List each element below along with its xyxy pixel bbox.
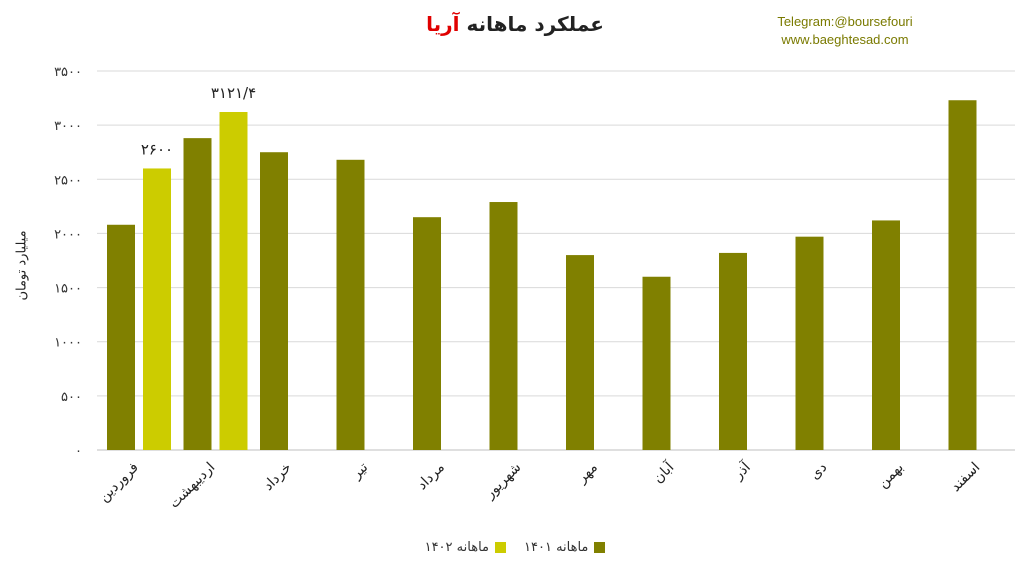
bar: [872, 220, 900, 450]
bar: [795, 236, 824, 450]
x-tick-label: مرداد: [414, 460, 448, 494]
x-tick-label: بهمن: [875, 460, 907, 492]
bar: [642, 276, 671, 450]
y-tick-label: ۰: [75, 444, 82, 459]
source-credits: Telegram:@boursefouri www.baeghtesad.com: [770, 13, 920, 49]
chart-title-main: عملکرد ماهانه: [466, 12, 604, 36]
legend-label-1401: ماهانه ۱۴۰۱: [524, 540, 589, 555]
bar: [948, 100, 977, 450]
x-tick-label: آذر: [729, 458, 754, 483]
data-label: ۳۱۲۱/۴: [211, 84, 256, 102]
legend: ماهانه ۱۴۰۱ ماهانه ۱۴۰۲: [0, 540, 1030, 555]
bar: [219, 111, 248, 450]
y-tick-label: ۲۵۰۰: [54, 173, 82, 188]
bar: [336, 159, 365, 450]
x-tick-label: مهر: [573, 460, 600, 487]
legend-label-1402: ماهانه ۱۴۰۲: [424, 540, 489, 555]
legend-item-1401: ماهانه ۱۴۰۱: [524, 540, 606, 555]
y-tick-label: ۳۵۰۰: [54, 65, 82, 80]
bar: [183, 138, 212, 450]
website-link: www.baeghtesad.com: [781, 32, 909, 47]
bar: [719, 252, 747, 450]
legend-swatch-1402: [495, 542, 506, 553]
chart-title: عملکرد ماهانه آریا: [0, 12, 1030, 36]
telegram-handle: Telegram:@boursefouri: [777, 14, 913, 29]
y-tick-label: ۱۰۰۰: [54, 336, 82, 351]
legend-item-1402: ماهانه ۱۴۰۲: [425, 540, 506, 555]
y-tick-label: ۳۰۰۰: [54, 119, 82, 134]
data-label: ۲۶۰۰: [141, 140, 173, 158]
x-tick-label: اردیبهشت: [166, 460, 218, 512]
x-tick-label: تیر: [348, 459, 371, 482]
x-tick-label: خرداد: [260, 460, 294, 494]
chart-title-accent: آریا: [426, 12, 460, 36]
y-tick-label: ۵۰۰: [61, 390, 82, 405]
y-tick-label: ۱۵۰۰: [54, 282, 82, 297]
bar: [489, 202, 518, 450]
x-tick-label: دی: [807, 460, 830, 483]
x-tick-label: شهریور: [481, 460, 524, 503]
x-tick-label: فروردین: [96, 460, 142, 506]
bar: [260, 152, 288, 450]
x-tick-label: آبان: [650, 458, 679, 487]
x-tick-label: اسفند: [948, 460, 984, 496]
bar: [566, 255, 594, 450]
bar: [107, 224, 135, 450]
bar: [143, 168, 171, 450]
bar: [413, 217, 441, 450]
legend-swatch-1401: [594, 542, 606, 553]
y-tick-label: ۲۰۰۰: [54, 227, 82, 242]
